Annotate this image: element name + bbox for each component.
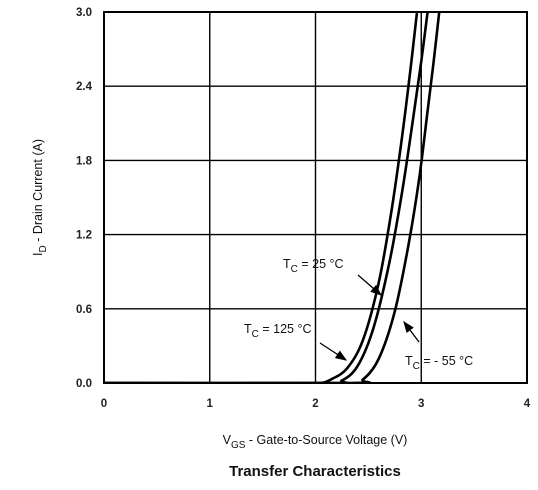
annotation-tc-minus-55: TC = - 55 °C	[405, 354, 473, 372]
plot-frame	[103, 11, 528, 384]
curve-tc-125	[104, 11, 419, 383]
x-axis-label: VGS - Gate-to-Source Voltage (V)	[223, 433, 408, 451]
y-tick-labels: 0.0 0.6 1.2 1.8 2.4 3.0	[76, 7, 93, 390]
y-tick-label: 0.6	[76, 304, 92, 316]
arrow-tc-minus-55	[403, 320, 420, 343]
arrow-tc-125	[319, 342, 348, 361]
y-tick-label: 1.2	[76, 230, 92, 242]
y-tick-label: 1.8	[76, 155, 93, 167]
grid-lines	[104, 12, 527, 383]
annotation-tc-25: TC = 25 °C	[283, 257, 344, 275]
curve-tc-minus-55	[104, 11, 441, 383]
x-tick-label: 0	[101, 398, 107, 410]
y-tick-label: 3.0	[76, 7, 92, 19]
y-tick-label: 0.0	[76, 378, 92, 390]
y-axis-label: ID - Drain Current (A)	[31, 139, 49, 256]
annotation-arrows	[319, 274, 420, 361]
x-tick-label: 3	[418, 398, 424, 410]
y-tick-label: 2.4	[76, 81, 93, 93]
curve-tc-25	[104, 11, 429, 383]
chart-title: Transfer Characteristics	[229, 463, 401, 480]
x-tick-label: 4	[524, 398, 531, 410]
x-tick-label: 1	[207, 398, 214, 410]
curve-group	[104, 11, 441, 383]
arrow-tc-25	[357, 274, 382, 296]
x-tick-label: 2	[312, 398, 318, 410]
annotation-tc-125: TC = 125 °C	[244, 322, 311, 340]
x-tick-labels: 0 1 2 3 4	[101, 398, 531, 410]
